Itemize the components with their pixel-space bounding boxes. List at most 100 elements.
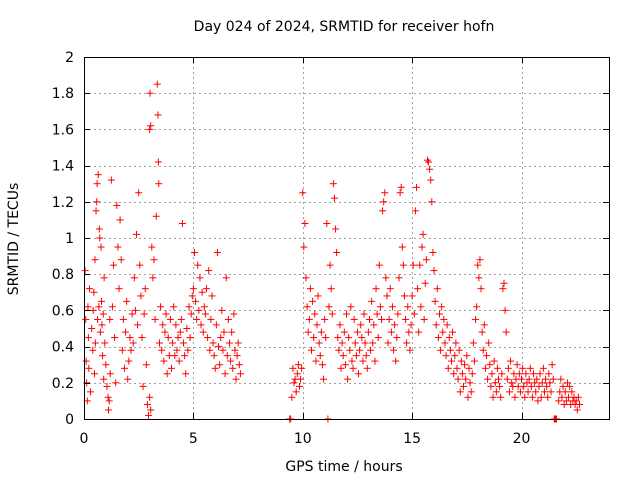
data-point (574, 393, 582, 401)
data-point (364, 328, 372, 336)
data-point (147, 406, 155, 414)
data-point (189, 285, 197, 293)
data-point (207, 315, 215, 323)
data-point (501, 306, 509, 314)
data-point (390, 346, 398, 354)
data-point (134, 321, 142, 329)
data-point (355, 370, 363, 378)
y-tick-label: 2 (65, 50, 74, 66)
data-point (315, 339, 323, 347)
data-point (225, 339, 233, 347)
data-point (516, 388, 524, 396)
data-point (196, 274, 204, 282)
data-point (184, 346, 192, 354)
data-point (162, 310, 170, 318)
data-point (84, 303, 92, 311)
data-point (451, 352, 459, 360)
data-point (472, 315, 480, 323)
data-point (204, 334, 212, 342)
y-tick-label: 0.4 (52, 340, 74, 356)
data-point (141, 285, 149, 293)
data-point (363, 364, 371, 372)
data-point (90, 288, 98, 296)
data-point (561, 388, 569, 396)
data-point (332, 225, 340, 233)
data-point (120, 364, 128, 372)
data-point (338, 339, 346, 347)
data-point (340, 328, 348, 336)
data-point (133, 230, 140, 238)
data-point (429, 248, 437, 256)
data-point (200, 303, 208, 311)
data-point (230, 310, 238, 318)
data-point (380, 198, 388, 206)
data-point (409, 261, 417, 269)
data-point (467, 388, 475, 396)
data-point (183, 325, 191, 332)
data-point (559, 382, 567, 390)
data-point (159, 321, 167, 329)
data-point (505, 388, 513, 396)
data-point (321, 315, 329, 323)
data-point (405, 328, 413, 336)
data-point (470, 357, 478, 365)
data-point (445, 334, 453, 342)
data-point (293, 370, 301, 378)
data-point (371, 357, 379, 365)
data-point (329, 180, 337, 188)
data-point (94, 171, 102, 179)
data-point (233, 352, 241, 360)
y-tick-labels: 0 0.2 0.4 0.6 0.8 1 1.2 1.4 1.6 1.8 2 (52, 50, 74, 428)
data-point (477, 285, 485, 293)
data-point (349, 364, 357, 372)
data-point (174, 334, 182, 342)
data-point (142, 361, 150, 369)
data-point (303, 303, 311, 311)
data-point (114, 243, 122, 251)
data-point (557, 375, 565, 383)
data-point (566, 382, 574, 390)
data-point (460, 382, 468, 390)
y-tick-label: 0.8 (52, 267, 74, 283)
data-point (519, 364, 527, 372)
data-point (103, 382, 111, 390)
data-point (443, 321, 451, 329)
data-point (490, 357, 498, 365)
data-point (486, 361, 494, 369)
data-point (91, 256, 99, 264)
data-point (151, 315, 159, 323)
data-point (290, 379, 298, 387)
data-point (558, 393, 566, 401)
axis-ticks (84, 57, 609, 420)
data-point (532, 388, 540, 396)
data-point (449, 328, 457, 336)
data-point (160, 357, 168, 365)
data-point (155, 339, 163, 347)
data-point (385, 315, 393, 323)
data-point (407, 321, 415, 329)
data-point (98, 297, 105, 305)
data-point (400, 292, 408, 300)
data-point (334, 334, 342, 342)
data-point (150, 256, 158, 264)
data-point (442, 352, 450, 360)
data-point (216, 361, 224, 369)
data-point (111, 334, 119, 342)
data-point (94, 315, 102, 323)
data-point (359, 357, 367, 365)
x-tick-label: 15 (403, 431, 421, 447)
data-point (326, 261, 334, 269)
data-point (208, 292, 216, 300)
data-point (105, 397, 113, 405)
data-point (149, 274, 157, 282)
data-point (547, 388, 555, 396)
data-point (333, 248, 341, 256)
x-tick-labels: 0 5 10 15 20 (80, 431, 531, 447)
data-point (408, 292, 416, 300)
data-point (457, 357, 465, 365)
data-point (418, 243, 426, 251)
data-point (135, 189, 143, 197)
data-point (462, 375, 470, 383)
data-point (96, 234, 104, 242)
